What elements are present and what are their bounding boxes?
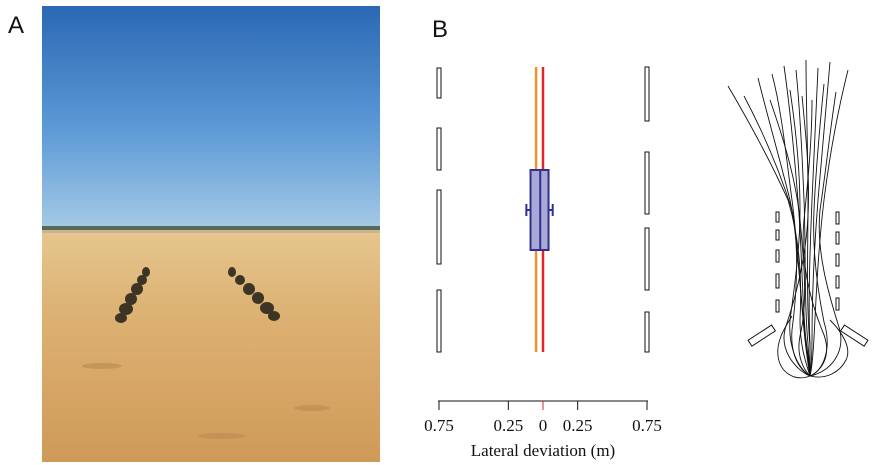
x-tick-label: 0.75 (424, 416, 454, 435)
x-tick-label: 0.75 (632, 416, 662, 435)
x-tick-label: 0.25 (563, 416, 593, 435)
desert-photo (42, 6, 380, 462)
trajectory-plot (727, 59, 869, 379)
panel-a-label: A (8, 12, 25, 39)
panel-b-label: B (432, 16, 449, 43)
x-tick-label: 0.25 (493, 416, 523, 435)
left-lane-posts (436, 67, 442, 353)
x-tick-label: 0 (539, 416, 548, 435)
right-lane-posts (644, 66, 650, 353)
x-axis-label: Lateral deviation (m) (471, 441, 615, 460)
